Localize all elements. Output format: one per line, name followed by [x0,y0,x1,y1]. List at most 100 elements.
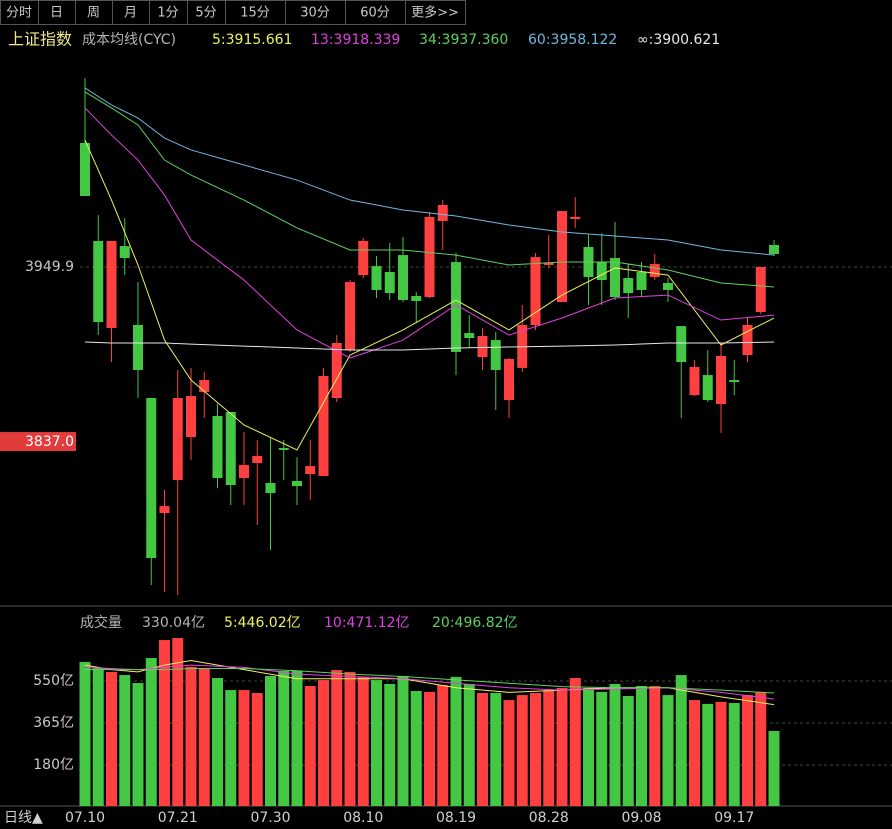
volume-bar [450,676,462,806]
tab-label[interactable]: 月 [124,6,137,21]
candle-body [265,482,276,494]
legend-entry: 13:3918.339 [311,32,400,48]
tab[interactable] [75,0,113,25]
volume-bar [742,695,753,806]
candle-body [186,396,196,438]
legend-entry: 5:446.02亿 [224,615,301,631]
tab[interactable] [345,0,406,25]
volume-bar [344,671,356,806]
legend-entry: 20:496.82亿 [432,615,518,631]
volume-bar [702,703,714,806]
volume-bar [132,683,144,806]
candle-body [239,465,249,479]
candle-body [106,240,117,328]
volume-bar [609,683,621,806]
cursor-price-label: 3837.0 [25,434,74,450]
legend-entry: ∞:3900.621 [637,32,720,48]
y-tick-label: 180亿 [33,757,74,773]
candle-body [199,380,210,392]
candle-body [689,367,700,396]
candle-body [437,205,448,221]
volume-bar [662,695,674,806]
candle-body [146,398,157,559]
volume-bar [569,678,581,806]
x-tick-label: 07.30 [250,810,290,826]
ma-line [84,664,775,700]
volume-bar [79,661,91,806]
volume-bar [238,690,250,806]
candle-body [278,447,289,450]
volume-bar [556,688,568,806]
candle-body [305,466,316,474]
candle-body [411,296,422,301]
x-tick-label: 08.28 [529,810,569,826]
volume-current: 330.04亿 [142,615,205,631]
tab-label[interactable]: 60分 [360,6,390,21]
candle-body [490,340,501,370]
candle-body [557,211,567,303]
volume-bar [119,675,131,806]
volume-bar [477,693,488,806]
candle-body [292,480,302,487]
volume-bar [106,671,117,806]
volume-bar [159,640,170,806]
candle-body [769,245,779,254]
tab[interactable] [225,0,286,25]
candle-body [252,456,263,463]
indicator-name: 成本均线(CYC) [82,32,176,48]
tab-label[interactable]: 1分 [157,6,178,21]
volume-bar [145,658,157,806]
volume-bar [715,701,727,806]
tab-label[interactable]: 30分 [300,6,330,21]
volume-bar [689,700,700,806]
candle-body [742,325,753,356]
candle-body [543,262,554,265]
x-tick-label: 08.19 [436,810,476,826]
volume-bar [384,683,396,806]
volume-bar [596,691,608,806]
ma-line [85,667,775,694]
volume-bar [490,693,502,806]
volume-bar [583,688,594,806]
tab[interactable] [149,0,188,25]
volume-bar [530,693,541,806]
candle-body [133,325,143,370]
ma-line [84,107,775,359]
candle-body [384,271,395,294]
x-tick-label: 09.08 [621,810,661,826]
volume-bar [265,675,276,806]
volume-bar [437,685,449,806]
tab-label[interactable]: 日 [50,6,63,21]
index-title: 上证指数 [8,30,72,49]
ma-line [84,139,775,451]
period-label[interactable]: 日线▲ [4,810,43,826]
ma-line [84,341,775,351]
volume-bar [92,668,104,806]
candle-body [93,240,104,323]
tab-label[interactable]: 周 [87,6,100,21]
volume-bar [278,670,290,806]
volume-bar [304,685,316,806]
tab-label[interactable]: 分时 [6,6,32,21]
candle-body [596,262,607,281]
candle-body [424,216,435,298]
candle-body [530,257,541,325]
candle-body [570,216,581,219]
legend-entry: 34:3937.360 [419,32,508,48]
tab-label[interactable]: 5分 [195,6,216,21]
volume-bar [728,703,740,806]
tab-label[interactable]: 更多>> [411,5,459,21]
tab-label[interactable]: 15分 [240,6,270,21]
tab[interactable] [405,0,466,25]
volume-bar [463,683,475,806]
candle-body [451,262,461,352]
x-tick-label: 07.21 [158,810,198,826]
volume-bar [357,676,369,806]
volume-bar [649,685,661,806]
volume-bar [397,675,409,806]
candle-body [729,380,740,383]
volume-bar [543,690,555,806]
candle-body [477,336,488,358]
candle-body [318,376,329,477]
